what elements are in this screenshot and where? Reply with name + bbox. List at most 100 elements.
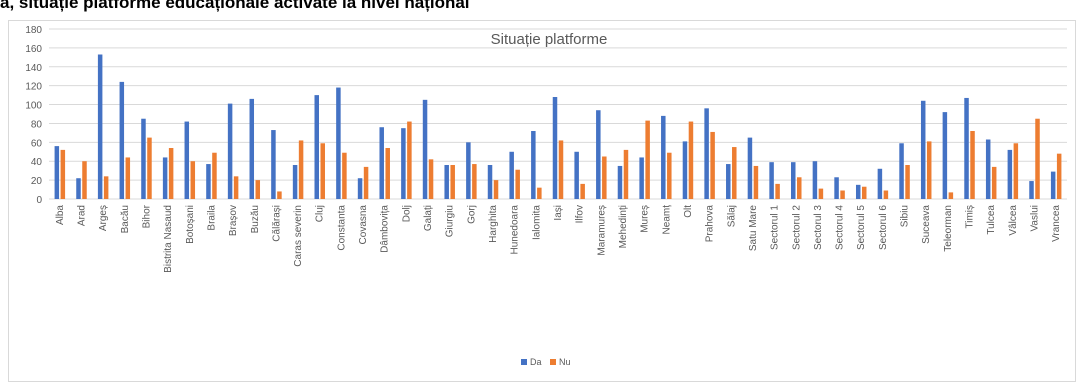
bar-da-45	[1029, 181, 1034, 199]
bar-nu-25	[602, 156, 607, 199]
x-tick-label: Bihor	[141, 204, 152, 228]
bar-nu-8	[233, 176, 239, 199]
bar-nu-19	[472, 164, 477, 199]
bar-da-8	[227, 103, 233, 199]
chart-frame: 0 20 40 60 80 100 120 140 160 180 Alba Arad Argeș Ba…	[8, 20, 1076, 382]
x-axis-tick-labels: Alba Arad Argeș Bacău Bihor Bistrita Nasaud Bo…	[55, 204, 1062, 272]
bar-nu-17	[428, 159, 434, 199]
bar-da-37	[855, 184, 861, 199]
x-tick-label: Dolj	[401, 205, 412, 222]
x-tick-label: Covasna	[358, 205, 369, 245]
bar-nu-11	[298, 140, 304, 199]
x-tick-label: Hunedoara	[510, 205, 521, 255]
bar-nu-39	[905, 165, 910, 199]
y-tick-label: 40	[31, 157, 43, 168]
bar-nu-10	[277, 191, 282, 199]
bar-da-43	[985, 139, 991, 199]
y-tick-label: 160	[25, 44, 42, 55]
x-tick-label: Călărași	[271, 205, 282, 242]
bar-da-24	[574, 151, 579, 199]
bar-nu-28	[667, 152, 672, 199]
bar-nu-20	[493, 180, 499, 199]
bar-da-20	[487, 165, 493, 199]
bar-nu-44	[1013, 143, 1019, 199]
bar-nu-22	[537, 187, 542, 199]
x-tick-label: Braila	[206, 205, 217, 231]
x-tick-label: Sectorul 4	[835, 205, 846, 250]
bar-nu-0	[60, 149, 66, 199]
page-heading: ă, situație platforme educaționale activ…	[0, 0, 470, 12]
bar-nu-18	[450, 165, 455, 199]
x-tick-label: Sectorul 3	[813, 205, 824, 250]
x-tick-label: Tulcea	[986, 205, 997, 235]
x-tick-label: Bistrita Nasaud	[163, 205, 174, 273]
legend-label-nu: Nu	[559, 357, 571, 367]
bar-da-0	[54, 146, 60, 199]
bar-da-26	[617, 165, 623, 199]
bar-da-6	[184, 121, 190, 199]
bar-nu-32	[753, 165, 759, 199]
x-tick-label: Caras severin	[293, 205, 304, 267]
x-tick-label: Ialomita	[531, 205, 542, 240]
bar-da-18	[444, 165, 449, 199]
bar-da-29	[682, 141, 688, 199]
y-tick-label: 100	[25, 101, 42, 112]
bar-nu-43	[991, 166, 997, 199]
x-tick-label: Alba	[55, 205, 66, 225]
x-tick-label: Argeș	[98, 205, 109, 231]
y-axis-tick-labels: 0 20 40 60 80 100 120 140 160 180	[25, 25, 42, 206]
x-tick-label: Giurgiu	[445, 205, 456, 237]
x-tick-label: Galați	[423, 205, 434, 231]
bar-nu-21	[515, 169, 520, 199]
x-tick-label: Sectorul 5	[856, 205, 867, 250]
x-tick-label: Mureș	[640, 205, 651, 233]
bar-da-23	[552, 97, 558, 199]
bar-nu-36	[840, 190, 845, 199]
bar-da-46	[1050, 171, 1056, 199]
x-tick-label: Suceava	[921, 205, 932, 244]
bar-nu-12	[320, 143, 325, 199]
x-tick-label: Vrancea	[1051, 205, 1062, 242]
bar-da-40	[920, 100, 926, 199]
legend-label-da: Da	[530, 357, 542, 367]
x-tick-label: Vâlcea	[1008, 205, 1019, 236]
bar-da-28	[661, 115, 666, 199]
bar-nu-7	[212, 152, 217, 199]
bar-da-16	[401, 128, 406, 199]
bar-da-34	[791, 162, 796, 199]
bar-nu-24	[580, 183, 585, 199]
bar-da-31	[726, 164, 731, 199]
bar-da-35	[812, 161, 818, 199]
bar-da-38	[877, 168, 883, 199]
x-tick-label: Ilfov	[575, 205, 586, 223]
x-tick-label: Timiș	[965, 205, 976, 229]
chart-title: Situație platforme	[491, 31, 608, 48]
bars	[54, 54, 1062, 199]
bar-nu-45	[1035, 118, 1040, 199]
y-tick-label: 120	[25, 82, 42, 93]
bar-nu-33	[775, 183, 780, 199]
bar-da-27	[639, 157, 644, 199]
bar-nu-16	[407, 121, 412, 199]
bar-da-19	[466, 142, 471, 199]
x-tick-label: Gorj	[466, 205, 477, 224]
bar-da-44	[1007, 149, 1013, 199]
bar-da-14	[357, 178, 363, 199]
y-tick-label: 60	[31, 138, 43, 149]
x-tick-label: Bacău	[120, 205, 131, 233]
bar-da-11	[292, 165, 298, 199]
bar-da-36	[834, 177, 839, 199]
bar-nu-40	[926, 141, 932, 199]
y-tick-label: 80	[31, 119, 43, 130]
legend: Da Nu	[521, 357, 571, 367]
bar-nu-6	[190, 161, 196, 199]
bar-da-12	[314, 95, 319, 199]
x-tick-label: Cluj	[315, 205, 326, 222]
bar-chart: 0 20 40 60 80 100 120 140 160 180 Alba Arad Argeș Ba…	[25, 25, 1067, 367]
bar-nu-41	[948, 192, 954, 199]
bar-nu-27	[645, 120, 650, 199]
x-tick-label: Buzău	[250, 205, 261, 233]
x-tick-label: Iași	[553, 205, 564, 221]
x-tick-label: Botoșani	[185, 205, 196, 244]
x-tick-label: Sectorul 6	[878, 205, 889, 250]
